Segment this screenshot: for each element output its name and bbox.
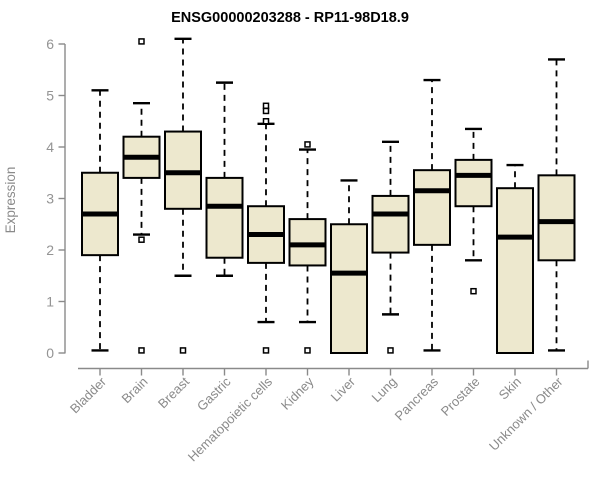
- x-tick-label-prostate: Prostate: [438, 374, 483, 419]
- outlier-hematopoietic-cells-2: [262, 118, 270, 125]
- box-group-brain: [122, 38, 161, 354]
- outlier-breast-0: [179, 347, 187, 354]
- x-tick-label-pancreas: Pancreas: [392, 374, 442, 424]
- x-tick-label-unknown-other: Unknown / Other: [486, 374, 566, 454]
- box-group-hematopoietic-cells: [247, 102, 285, 354]
- iqr-box-gastric: [205, 176, 244, 259]
- box-group-breast: [164, 37, 202, 354]
- plot-area: [81, 37, 576, 354]
- box-group-bladder: [81, 89, 119, 352]
- y-tick-label-2: 2: [46, 242, 54, 258]
- iqr-box-liver: [330, 223, 368, 354]
- x-tick-label-brain: Brain: [119, 374, 151, 406]
- box-group-lung: [371, 140, 410, 354]
- box-group-gastric: [205, 81, 244, 277]
- iqr-box-pancreas: [413, 169, 451, 246]
- outlier-kidney-0: [304, 141, 311, 148]
- outlier-brain-0: [138, 38, 145, 45]
- y-tick-label-3: 3: [46, 191, 54, 207]
- y-tick-label-5: 5: [46, 88, 54, 104]
- iqr-box-unknown-other: [537, 174, 576, 262]
- x-tick-label-bladder: Bladder: [67, 374, 110, 417]
- iqr-box-skin: [496, 187, 534, 354]
- box-group-prostate: [454, 127, 493, 295]
- x-tick-label-skin: Skin: [496, 374, 524, 402]
- box-group-unknown-other: [537, 58, 576, 352]
- box-group-liver: [330, 179, 368, 354]
- y-axis: 0 1 2 3 4 5 6: [46, 36, 66, 361]
- y-tick-label-6: 6: [46, 36, 54, 52]
- box-group-skin: [496, 163, 534, 354]
- outlier-brain-1: [138, 236, 145, 243]
- x-tick-label-gastric: Gastric: [194, 374, 234, 414]
- iqr-box-prostate: [454, 158, 493, 208]
- outlier-kidney-1: [304, 347, 311, 354]
- iqr-box-kidney: [288, 218, 327, 267]
- box-group-kidney: [288, 141, 327, 354]
- x-tick-label-kidney: Kidney: [278, 374, 317, 413]
- outlier-prostate-0: [470, 287, 477, 295]
- iqr-box-lung: [371, 194, 410, 254]
- y-tick-label-0: 0: [46, 345, 54, 361]
- outlier-hematopoietic-cells-3: [262, 347, 270, 354]
- chart-title: ENSG00000203288 - RP11-98D18.9: [171, 10, 409, 26]
- outlier-hematopoietic-cells-0: [262, 102, 270, 110]
- x-tick-label-liver: Liver: [328, 374, 359, 405]
- y-tick-label-4: 4: [46, 139, 54, 155]
- x-tick-label-lung: Lung: [369, 374, 400, 405]
- y-axis-label: Expression: [3, 167, 18, 234]
- outlier-hematopoietic-cells-1: [262, 107, 270, 115]
- y-tick-label-1: 1: [46, 294, 54, 310]
- outlier-brain-2: [138, 347, 145, 354]
- iqr-box-breast: [164, 130, 202, 210]
- x-tick-label-breast: Breast: [155, 374, 192, 411]
- outlier-lung-0: [387, 347, 394, 354]
- box-group-pancreas: [413, 78, 451, 352]
